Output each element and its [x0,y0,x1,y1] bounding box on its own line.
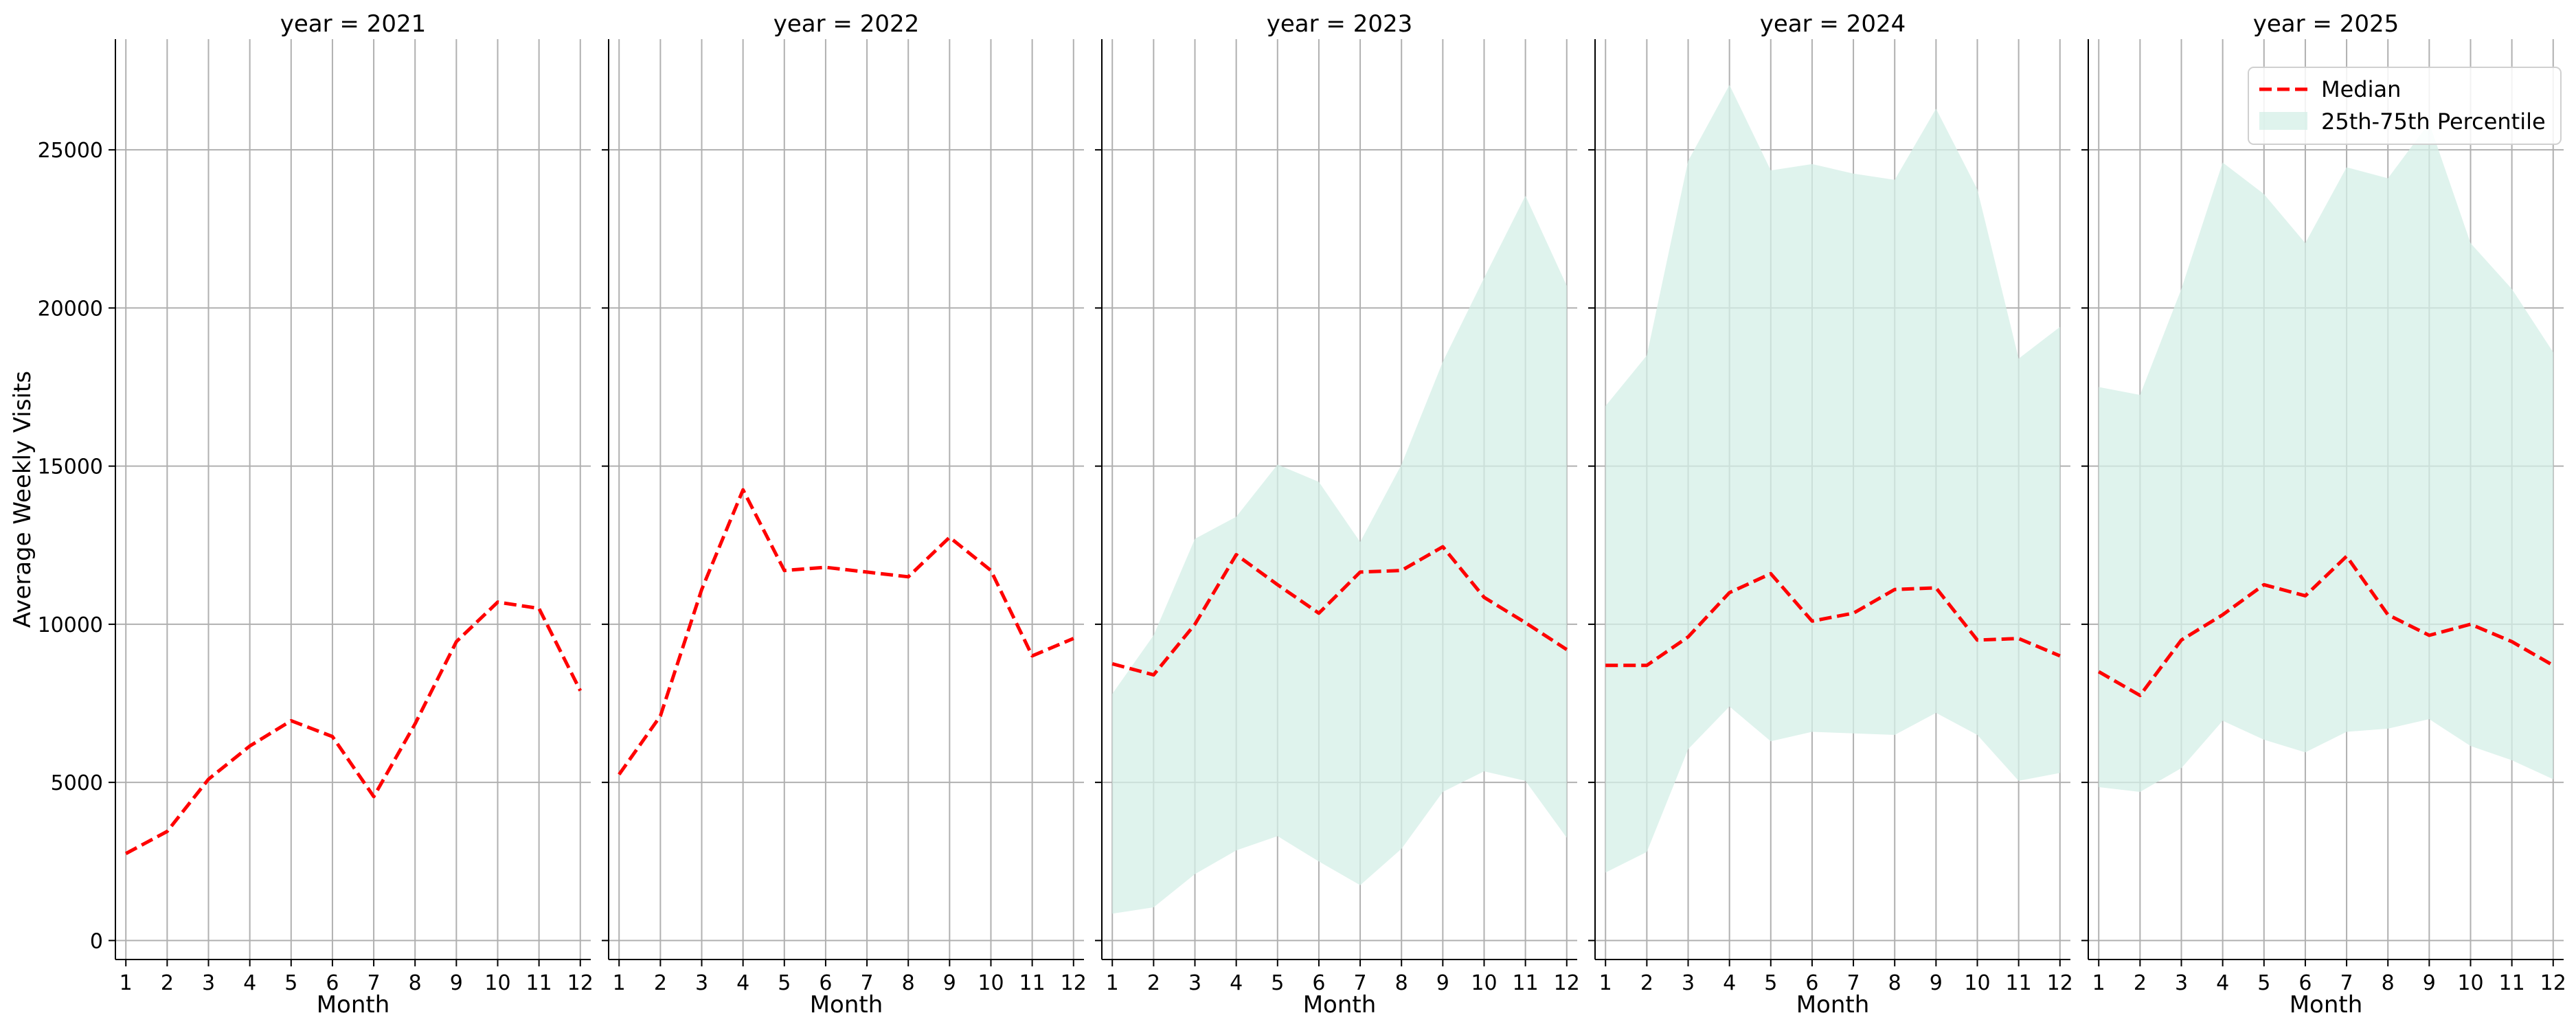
x-tick-label: 11 [1019,971,1046,995]
median-line-2 [618,488,1074,776]
x-tick-label: 7 [368,971,381,995]
x-tick-label: 8 [902,971,915,995]
legend-box [2248,67,2562,145]
x-tick-label: 12 [2047,971,2073,995]
percentile-band-4 [1605,84,2060,873]
x-tick-label: 9 [450,971,463,995]
x-tick-label: 4 [2216,971,2229,995]
percentile-band-5 [2099,123,2553,792]
y-tick-label: 25000 [38,139,103,163]
x-tick-label: 7 [1354,971,1367,995]
panel-title-1: year = 2021 [280,10,426,38]
x-tick-label: 3 [1188,971,1201,995]
x-tick-label: 11 [526,971,552,995]
y-tick-label: 0 [90,929,103,953]
x-tick-label: 9 [1930,971,1943,995]
x-tick-label: 1 [2092,971,2105,995]
median-line-1 [125,600,583,855]
x-tick-label: 4 [243,971,256,995]
x-axis-label: Month [1303,991,1377,1019]
panel-title-2: year = 2022 [773,10,919,38]
panel-title-3: year = 2023 [1267,10,1412,38]
y-tick-label: 20000 [38,297,103,321]
legend-band-swatch [2259,112,2307,130]
median-line-4 [1605,571,2061,668]
x-tick-label: 2 [1640,971,1653,995]
x-tick-label: 5 [1764,971,1777,995]
x-tick-label: 8 [1395,971,1408,995]
median-line-5 [2097,554,2555,697]
percentile-band-3 [1112,195,1567,914]
x-tick-label: 6 [1805,971,1818,995]
x-tick-label: 6 [2298,971,2312,995]
x-axis-label: Month [317,991,390,1019]
x-tick-label: 2 [2134,971,2147,995]
x-tick-label: 2 [654,971,667,995]
x-tick-label: 12 [567,971,594,995]
x-tick-label: 3 [2175,971,2188,995]
x-tick-label: 9 [943,971,956,995]
x-tick-label: 6 [326,971,339,995]
x-tick-label: 10 [978,971,1004,995]
x-tick-label: 3 [695,971,708,995]
x-tick-label: 1 [120,971,133,995]
x-tick-label: 4 [1723,971,1736,995]
x-tick-label: 8 [2382,971,2395,995]
x-tick-label: 5 [284,971,297,995]
x-axis-label: Month [1796,991,1870,1019]
x-tick-label: 1 [1106,971,1119,995]
x-tick-label: 11 [1513,971,1539,995]
y-tick-label: 10000 [38,613,103,637]
x-tick-label: 5 [778,971,791,995]
x-tick-label: 6 [819,971,832,995]
x-tick-label: 10 [1964,971,1990,995]
x-tick-label: 4 [1230,971,1243,995]
x-tick-label: 10 [1471,971,1497,995]
x-tick-label: 9 [1436,971,1449,995]
x-tick-label: 12 [2540,971,2566,995]
x-tick-label: 12 [1061,971,1087,995]
x-tick-label: 1 [613,971,626,995]
panel-title-4: year = 2024 [1760,10,1906,38]
x-tick-label: 5 [1271,971,1284,995]
x-tick-label: 9 [2423,971,2436,995]
x-tick-label: 10 [484,971,510,995]
x-tick-label: 6 [1312,971,1325,995]
x-tick-label: 10 [2457,971,2483,995]
x-tick-label: 8 [409,971,422,995]
x-tick-label: 5 [2257,971,2270,995]
legend-band-label: 25th-75th Percentile [2321,109,2546,135]
x-tick-label: 2 [161,971,174,995]
legend-median-label: Median [2321,76,2401,102]
x-tick-label: 2 [1147,971,1160,995]
y-axis-label: Average Weekly Visits [9,371,36,628]
x-tick-label: 11 [2499,971,2525,995]
x-tick-label: 3 [1682,971,1695,995]
x-tick-label: 7 [1847,971,1860,995]
panel-title-5: year = 2025 [2253,10,2399,38]
x-axis-label: Month [2290,991,2363,1019]
x-tick-label: 7 [861,971,874,995]
x-tick-label: 1 [1599,971,1612,995]
x-tick-label: 8 [1888,971,1901,995]
x-tick-label: 11 [2006,971,2032,995]
y-tick-label: 5000 [51,771,103,795]
median-line-3 [1111,545,1568,677]
x-tick-label: 7 [2340,971,2353,995]
x-axis-label: Month [810,991,883,1019]
x-tick-label: 4 [736,971,749,995]
x-tick-label: 12 [1554,971,1580,995]
y-tick-label: 15000 [38,455,103,479]
x-tick-label: 3 [202,971,215,995]
